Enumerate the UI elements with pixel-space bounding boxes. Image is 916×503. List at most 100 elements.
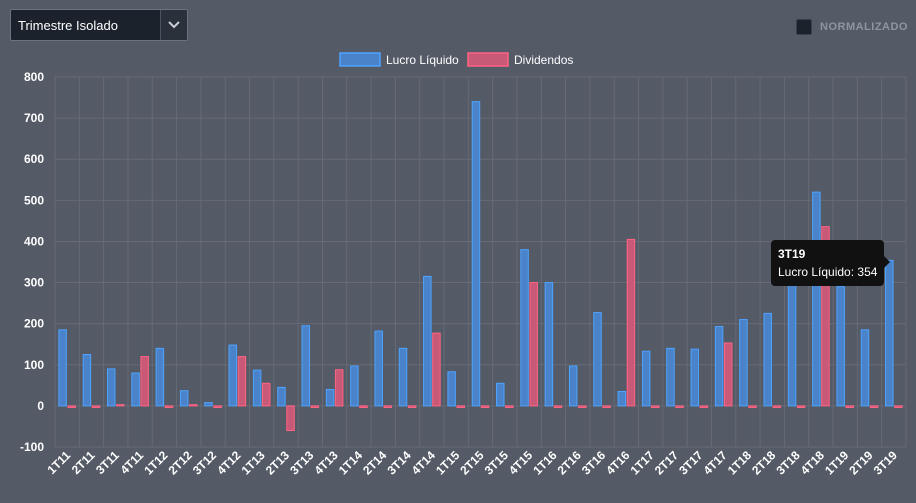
bar-lucro-4T14[interactable] <box>423 275 432 407</box>
bar-lucro-2T14[interactable] <box>374 330 383 407</box>
tooltip-title: 3T19 <box>778 247 806 261</box>
bar-dividendos-3T18[interactable] <box>796 405 806 409</box>
bar-dividendos-4T15[interactable] <box>529 282 538 407</box>
bar-dividendos-4T16[interactable] <box>626 238 636 407</box>
bar-lucro-3T11[interactable] <box>106 368 116 407</box>
bar-lucro-2T19[interactable] <box>860 329 870 407</box>
bar-dividendos-1T13[interactable] <box>261 382 271 407</box>
legend-label-lucro[interactable]: Lucro Líquido <box>386 53 459 67</box>
bar-dividendos-3T12[interactable] <box>213 405 222 409</box>
period-select[interactable]: Trimestre Isolado <box>10 9 188 41</box>
x-tick-label: 3T11 <box>93 448 122 477</box>
bar-lucro-1T11[interactable] <box>58 329 67 407</box>
x-tick-label: 4T18 <box>798 448 827 477</box>
bar-dividendos-1T19[interactable] <box>845 405 855 409</box>
bar-lucro-1T13[interactable] <box>252 369 262 407</box>
bar-dividendos-1T12[interactable] <box>164 405 174 409</box>
bar-dividendos-2T15[interactable] <box>480 405 490 409</box>
bar-dividendos-2T17[interactable] <box>675 405 684 409</box>
bar-dividendos-4T18[interactable] <box>821 226 830 407</box>
bar-lucro-1T14[interactable] <box>350 365 359 407</box>
bar-dividendos-1T15[interactable] <box>456 405 465 409</box>
bar-dividendos-3T11[interactable] <box>116 404 125 407</box>
y-tick-label: 100 <box>24 358 44 372</box>
tooltip-arrow <box>884 256 891 268</box>
bar-dividendos-1T14[interactable] <box>359 405 368 409</box>
x-tick-label: 2T11 <box>69 448 98 477</box>
bar-lucro-3T16[interactable] <box>593 312 602 407</box>
bar-dividendos-2T13[interactable] <box>286 405 295 432</box>
x-tick-label: 1T14 <box>336 448 365 477</box>
bar-dividendos-2T12[interactable] <box>189 404 198 407</box>
x-tick-label: 3T19 <box>871 448 900 477</box>
bar-lucro-4T16[interactable] <box>617 391 627 407</box>
bar-dividendos-3T17[interactable] <box>699 405 709 409</box>
bar-dividendos-2T18[interactable] <box>772 405 782 409</box>
normalize-checkbox[interactable] <box>796 19 812 35</box>
bar-lucro-1T17[interactable] <box>641 350 651 407</box>
x-tick-label: 3T13 <box>287 448 316 477</box>
x-tick-label: 4T11 <box>117 448 146 477</box>
bar-lucro-3T14[interactable] <box>398 347 408 407</box>
legend-label-dividendos[interactable]: Dividendos <box>514 53 573 67</box>
period-select-value: Trimestre Isolado <box>18 17 118 33</box>
bar-lucro-4T18[interactable] <box>812 191 821 407</box>
bar-lucro-2T16[interactable] <box>568 365 578 407</box>
x-tick-label: 3T18 <box>773 448 802 477</box>
bar-dividendos-4T11[interactable] <box>140 356 149 407</box>
bar-dividendos-1T11[interactable] <box>67 405 76 409</box>
x-tick-label: 4T13 <box>311 448 340 477</box>
x-tick-label: 1T15 <box>433 448 462 477</box>
bar-dividendos-3T14[interactable] <box>407 405 417 409</box>
bar-lucro-2T17[interactable] <box>666 347 675 407</box>
bar-dividendos-3T13[interactable] <box>310 405 320 409</box>
bar-dividendos-4T13[interactable] <box>334 369 344 407</box>
bar-lucro-3T15[interactable] <box>496 382 505 407</box>
bar-dividendos-1T18[interactable] <box>748 405 757 409</box>
x-tick-label: 3T12 <box>190 448 219 477</box>
bar-lucro-4T12[interactable] <box>228 344 238 407</box>
bar-lucro-1T12[interactable] <box>155 347 165 407</box>
bar-lucro-3T19[interactable] <box>885 259 894 407</box>
bar-lucro-2T13[interactable] <box>277 386 286 407</box>
chart-bars <box>58 101 903 432</box>
bar-lucro-3T17[interactable] <box>690 348 700 407</box>
bar-lucro-4T17[interactable] <box>714 326 724 407</box>
x-tick-label: 2T12 <box>166 448 195 477</box>
x-tick-label: 1T13 <box>239 448 268 477</box>
normalize-toggle[interactable]: NORMALIZADO <box>796 19 908 35</box>
bar-lucro-2T15[interactable] <box>471 101 481 407</box>
bar-lucro-4T11[interactable] <box>131 372 140 407</box>
bar-dividendos-1T16[interactable] <box>553 405 563 409</box>
chart-legend: Lucro Líquido Dividendos <box>339 52 573 67</box>
bar-lucro-4T15[interactable] <box>520 249 529 407</box>
bar-dividendos-2T16[interactable] <box>578 405 587 409</box>
bar-lucro-1T15[interactable] <box>447 371 456 407</box>
bar-lucro-2T12[interactable] <box>179 390 189 407</box>
bar-dividendos-2T11[interactable] <box>91 405 101 409</box>
bar-lucro-3T13[interactable] <box>301 325 310 407</box>
bar-lucro-1T16[interactable] <box>544 282 554 407</box>
bar-dividendos-4T17[interactable] <box>723 342 733 407</box>
chevron-down-icon[interactable] <box>160 10 187 40</box>
bar-dividendos-4T12[interactable] <box>237 356 247 407</box>
legend-swatch-dividendos[interactable] <box>467 52 509 67</box>
bar-lucro-2T18[interactable] <box>763 312 772 407</box>
bar-lucro-4T13[interactable] <box>325 388 335 407</box>
bar-dividendos-4T14[interactable] <box>432 332 441 407</box>
bar-dividendos-3T15[interactable] <box>505 405 514 409</box>
bar-lucro-1T19[interactable] <box>836 286 845 407</box>
bar-dividendos-1T17[interactable] <box>651 405 660 409</box>
legend-swatch-lucro[interactable] <box>339 52 381 67</box>
x-tick-label: 1T12 <box>141 448 170 477</box>
normalize-label: NORMALIZADO <box>820 21 908 33</box>
bar-dividendos-3T16[interactable] <box>602 405 611 409</box>
bar-dividendos-2T19[interactable] <box>869 405 879 409</box>
bar-lucro-3T12[interactable] <box>204 402 213 407</box>
bar-lucro-2T11[interactable] <box>82 354 92 407</box>
bar-lucro-1T18[interactable] <box>739 319 748 407</box>
bar-dividendos-3T19[interactable] <box>894 405 903 409</box>
y-tick-label: 500 <box>24 193 44 207</box>
bar-dividendos-2T14[interactable] <box>383 405 393 409</box>
x-tick-label: 2T14 <box>360 448 389 477</box>
